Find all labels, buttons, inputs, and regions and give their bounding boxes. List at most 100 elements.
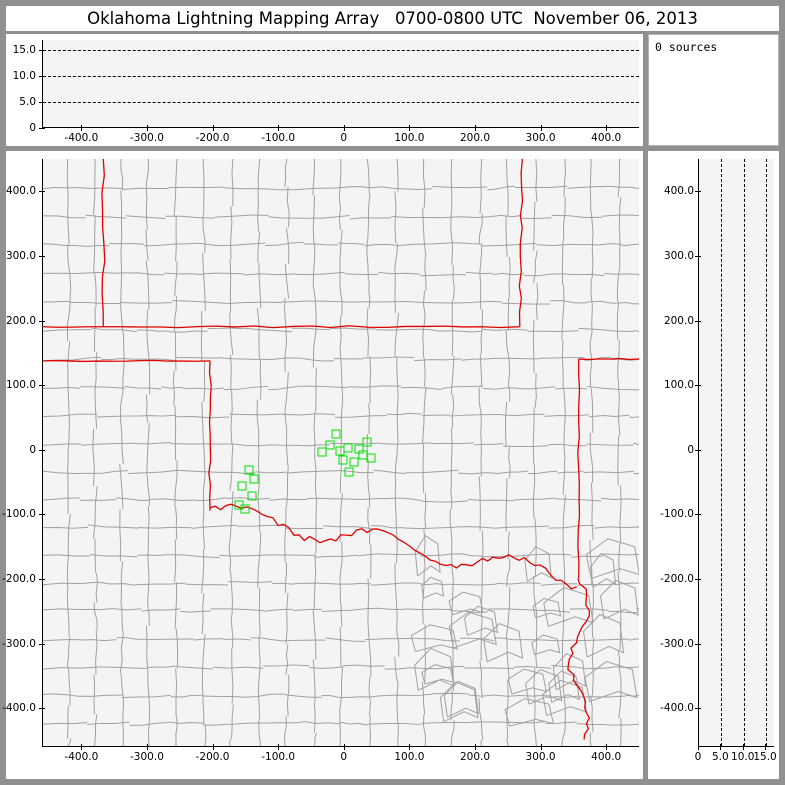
- y-axis-tick-label: 10.0: [12, 70, 36, 83]
- county-border: [301, 582, 341, 585]
- county-border: [439, 681, 479, 723]
- x-axis-tick-label: 200.0: [459, 132, 491, 144]
- x-axis-tick: [474, 125, 476, 131]
- county-border: [373, 469, 406, 475]
- county-border: [367, 507, 371, 545]
- county-border: [617, 340, 620, 381]
- county-border: [97, 666, 147, 670]
- county-border: [119, 418, 124, 465]
- county-border: [229, 444, 234, 492]
- county-border: [423, 665, 465, 670]
- county-border: [591, 637, 595, 696]
- county-border: [503, 445, 549, 448]
- county-border: [191, 524, 238, 529]
- county-border: [258, 444, 298, 447]
- county-border: [589, 732, 592, 746]
- county-border: [284, 263, 290, 299]
- county-border: [395, 242, 451, 247]
- y-axis-tick: [39, 643, 45, 645]
- county-border: [43, 608, 98, 611]
- county-border: [633, 329, 639, 332]
- county-border: [241, 693, 286, 698]
- state-border-ok-ar: [577, 358, 581, 579]
- county-border: [284, 327, 287, 373]
- county-border: [350, 695, 381, 698]
- county-border: [405, 469, 459, 474]
- county-border: [422, 500, 468, 503]
- county-border: [312, 283, 317, 311]
- county-border: [94, 389, 98, 429]
- county-border: [119, 464, 124, 510]
- county-border: [400, 386, 442, 391]
- county-border: [80, 386, 125, 389]
- county-border: [368, 676, 371, 717]
- county-border: [43, 554, 91, 557]
- county-border: [525, 668, 563, 705]
- county-border: [531, 634, 561, 656]
- county-border: [450, 690, 453, 721]
- page-title: Oklahoma Lightning Mapping Array 0700-08…: [87, 9, 698, 28]
- y-axis-tick: [39, 514, 45, 516]
- county-border: [394, 656, 399, 687]
- vertical-profile-plot-area[interactable]: [698, 159, 774, 747]
- county-border: [451, 299, 454, 356]
- county-border: [70, 301, 121, 305]
- lightning-source-marker: [240, 504, 250, 514]
- county-border: [197, 497, 227, 502]
- y-axis-tick: [39, 102, 45, 104]
- county-border: [43, 721, 88, 725]
- county-border: [120, 159, 124, 191]
- county-border: [185, 583, 229, 586]
- lightning-source-marker: [237, 481, 247, 491]
- county-border: [219, 242, 266, 246]
- county-border: [147, 505, 150, 544]
- county-border: [228, 538, 232, 572]
- county-border: [250, 637, 285, 642]
- county-border: [174, 416, 230, 419]
- y-axis-tick-label: -400.0: [2, 702, 36, 715]
- county-border: [493, 637, 523, 641]
- state-border-ok-ks-main: [103, 325, 520, 329]
- time-height-plot-area[interactable]: [42, 40, 639, 128]
- y-axis-tick: [39, 50, 45, 52]
- county-border: [527, 330, 579, 333]
- x-axis-tick-label: -200.0: [195, 132, 230, 144]
- county-border: [589, 695, 594, 733]
- county-border: [119, 378, 124, 419]
- county-border: [563, 197, 566, 242]
- county-border: [174, 506, 178, 540]
- y-axis-tick-label: 100.0: [663, 379, 694, 392]
- county-border: [172, 370, 175, 406]
- county-border: [633, 442, 639, 446]
- county-border: [269, 498, 308, 501]
- county-border: [283, 716, 287, 746]
- county-border: [344, 273, 379, 276]
- county-border: [43, 638, 82, 642]
- county-border: [81, 639, 117, 642]
- x-axis-tick-label: 300.0: [525, 132, 556, 144]
- y-axis-tick: [39, 255, 45, 257]
- county-border: [367, 193, 371, 240]
- county-border: [146, 423, 150, 476]
- county-border: [362, 356, 415, 359]
- county-border: [135, 582, 186, 586]
- county-border: [591, 585, 594, 638]
- county-border: [43, 666, 99, 670]
- county-border: [314, 456, 318, 503]
- county-border: [258, 634, 261, 677]
- county-border: [519, 386, 555, 390]
- county-border: [66, 636, 71, 668]
- map-plot-area[interactable]: [42, 159, 639, 747]
- county-border: [414, 535, 441, 577]
- county-border: [339, 451, 342, 494]
- county-border: [202, 253, 206, 311]
- y-axis-tick-label: 200.0: [663, 314, 694, 327]
- county-border: [633, 472, 639, 475]
- lightning-source-marker: [247, 491, 257, 501]
- county-border: [394, 497, 423, 502]
- county-border: [285, 644, 289, 675]
- county-border: [636, 525, 639, 528]
- county-border: [87, 524, 139, 529]
- county-border: [257, 357, 302, 360]
- county-border: [93, 214, 96, 273]
